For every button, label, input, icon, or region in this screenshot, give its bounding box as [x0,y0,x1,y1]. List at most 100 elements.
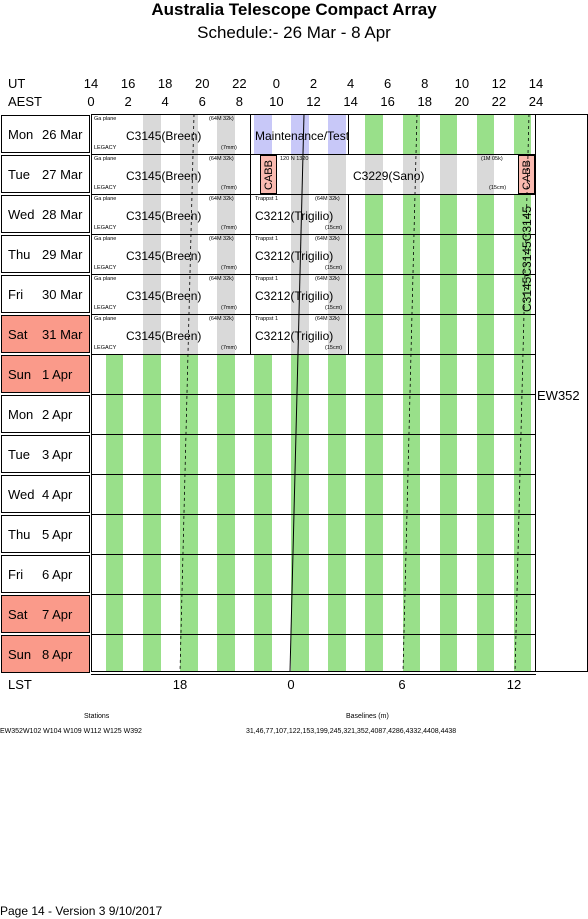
grey-stripe [328,154,346,194]
block-tag-legacy: LEGACY [94,265,117,271]
block-config: (1M 05k) [481,156,503,162]
project-c3145: C3145(Breen) [126,329,202,343]
day-of-week: Fri [8,567,24,582]
block-config: (64M 32k) [209,156,234,162]
row-line [91,674,536,675]
stations-label: Stations [84,713,110,720]
day-date: 2 Apr [42,407,73,422]
c3229-block [250,154,536,195]
schedule-grid: Ga plane LEGACY (64M 32k) (7mm) C3145(Breen)… [91,113,536,675]
block-tag-galplane: Ga plane [94,156,117,162]
ut-label: UT [8,76,26,91]
day-of-week: Tue [8,447,30,462]
row-line [91,434,536,435]
block-band: (7mm) [221,225,237,231]
block-band: (7mm) [221,265,237,271]
lst-label: LST [8,677,32,692]
day-of-week: Wed [8,207,35,222]
block-config: (64M 32k) [209,276,234,282]
project-c3212: C3212(Trigilio) [255,289,334,303]
day-of-week: Mon [8,127,34,142]
ut-tick: 2 [309,76,318,91]
lst-tick: 18 [172,677,188,692]
block-band: (15cm) [325,225,343,231]
day-date: 5 Apr [42,527,73,542]
aest-tick: 24 [528,94,544,109]
lst-tick: 6 [398,677,406,692]
array-config-label: EW352 [537,388,580,403]
lst-stripe [402,114,421,672]
baselines-list: 31,46,77,107,122,153,199,245,321,352,408… [246,728,457,735]
day-cell: Fri 6 Apr [1,555,90,593]
block-tag-target: Trappst 1 [255,236,279,242]
day-of-week: Mon [8,407,34,422]
lst-line [402,113,418,673]
block-band: (7mm) [221,345,237,351]
block-tag-target: Trappst 1 [255,276,279,282]
day-cell: Sun 8 Apr [1,635,90,673]
aest-tick: 12 [306,94,321,109]
day-cell: Tue 3 Apr [1,435,90,473]
block-tag-legacy: LEGACY [94,305,117,311]
aest-tick: 18 [417,94,432,109]
grey-stripe [439,154,458,194]
block-band: (15cm) [325,345,343,351]
day-of-week: Wed [8,487,35,502]
grey-stripe [365,154,384,194]
cabb-block: CABB [518,155,535,194]
day-date: 4 Apr [42,487,73,502]
row-line [91,634,536,635]
stations-list: EW352W102 W104 W109 W112 W125 W392 [0,728,142,735]
day-date: 3 Apr [42,447,73,462]
ut-tick: 10 [454,76,470,91]
block-band: (15cm) [489,185,507,191]
page-title: Australia Telescope Compact Array [151,0,437,19]
block-band: (7mm) [221,145,237,151]
day-cell: Tue 27 Mar [1,155,90,193]
lst-line [289,113,305,673]
block-tag-target: Trappst 1 [255,316,279,322]
block-tag-legacy: LEGACY [94,345,117,351]
baselines-label: Baselines (m) [346,713,389,720]
maint-stripe [291,114,309,154]
cabb-block: CABB [260,155,277,194]
aest-tick: 14 [343,94,358,109]
day-of-week: Sat [8,327,28,342]
ut-tick: 22 [232,76,247,91]
lst-stripe [365,114,384,672]
row-line [91,474,536,475]
block-tag-legacy: LEGACY [94,225,117,231]
block-tag-galplane: Ga plane [94,276,117,282]
day-of-week: Thu [8,527,31,542]
block-band: (15cm) [325,305,343,311]
ut-tick: 0 [272,76,281,91]
block-config: (64M 32k) [315,316,340,322]
grey-stripe [291,154,309,194]
day-of-week: Sat [8,607,28,622]
day-cell: Wed 4 Apr [1,475,90,513]
block-config: (64M 32k) [209,316,234,322]
block-tag-galplane: Ga plane [94,196,117,202]
block-band: (7mm) [221,305,237,311]
block-tag-legacy: LEGACY [94,185,117,191]
day-cell: Mon 26 Mar [1,115,90,153]
aest-tick: 0 [87,94,95,109]
project-c3229: C3229(Sano) [353,169,425,183]
lst-tick: 12 [506,677,522,692]
block-tag-legacy: LEGACY [94,145,117,151]
project-c3145: C3145(Breen) [126,129,202,143]
aest-tick: 16 [380,94,395,109]
maint-stripe [328,114,346,154]
project-c3145: C3145(Breen) [126,289,202,303]
block-config: (64M 32k) [209,196,234,202]
project-c3212: C3212(Trigilio) [255,249,334,263]
row-line [91,594,536,595]
day-cell: Thu 5 Apr [1,515,90,553]
lst-tick: 0 [287,677,295,692]
block-config: (64M 32k) [315,196,340,202]
day-of-week: Fri [8,287,24,302]
day-cell: Mon 2 Apr [1,395,90,433]
day-cell: Sun 1 Apr [1,355,90,393]
block-config: (64M 32k) [315,276,340,282]
day-date: 26 Mar [42,127,83,142]
